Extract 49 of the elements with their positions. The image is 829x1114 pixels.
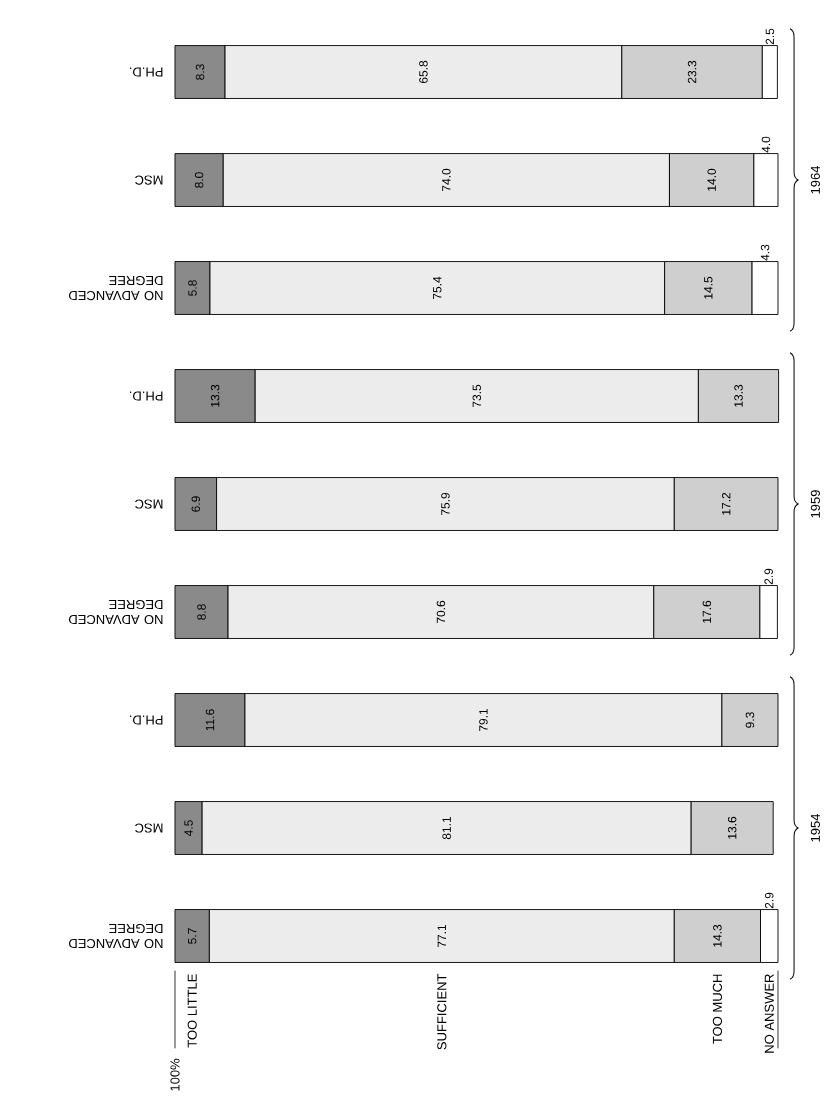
y-tick-label: PH.D. — [129, 715, 163, 725]
data-label: 8.8 — [197, 604, 206, 620]
data-label: 13.3 — [210, 384, 220, 407]
data-label: 17.6 — [702, 600, 712, 623]
data-label: 13.6 — [727, 816, 737, 839]
y-tick-label: MSC — [135, 499, 163, 509]
text: 1959 — [810, 490, 820, 518]
text: TOO LITTLE — [187, 974, 197, 1048]
data-label: 14.5 — [704, 276, 713, 299]
y-tick-label: NO ADVANCED DEGREE — [68, 923, 163, 949]
text: SUFFICIENT — [437, 973, 447, 1050]
data-label: 70.6 — [436, 600, 446, 624]
y-tick-label: NO ADVANCED DEGREE — [68, 599, 163, 625]
data-label: 77.1 — [437, 924, 446, 948]
text: NO ANSWER — [764, 974, 774, 1053]
data-label: 79.1 — [479, 708, 488, 732]
data-label: 74.0 — [442, 168, 451, 192]
y-tick-label: PH.D. — [129, 391, 163, 401]
y-tick-label: NO ADVANCED DEGREE — [68, 275, 163, 301]
data-label: 81.1 — [442, 816, 451, 840]
data-label: 5.8 — [188, 280, 197, 296]
text: 100% — [170, 1058, 180, 1091]
data-label: 6.9 — [191, 496, 201, 512]
data-label: 2.9 — [764, 568, 773, 585]
data-label: 14.3 — [713, 924, 722, 947]
data-label: 2.5 — [765, 28, 775, 45]
y-tick-label: PH.D. — [129, 67, 163, 77]
data-label: 13.3 — [734, 384, 743, 407]
data-label: 75.9 — [441, 492, 450, 516]
data-label: 4.3 — [760, 244, 770, 261]
data-label: 4.5 — [184, 820, 193, 837]
data-label: 65.8 — [419, 60, 428, 84]
text: 1964 — [810, 165, 820, 194]
data-label: 14.0 — [707, 168, 716, 191]
y-tick-label: MSC — [135, 175, 163, 185]
data-label: 2.9 — [765, 892, 774, 909]
data-label: 11.6 — [205, 709, 215, 731]
data-label: 5.7 — [188, 928, 197, 944]
data-label: 75.4 — [433, 276, 442, 300]
text: TOO MUCH — [712, 974, 722, 1044]
data-label: 8.0 — [194, 172, 204, 188]
data-label: 4.0 — [761, 136, 771, 153]
data-label: 23.3 — [687, 60, 697, 84]
data-label: 17.2 — [721, 492, 731, 515]
text: 1954 — [810, 813, 820, 842]
y-tick-label: MSC — [135, 823, 163, 833]
data-label: 9.3 — [745, 712, 755, 728]
data-label: 8.3 — [195, 64, 205, 80]
data-label: 73.5 — [472, 384, 482, 408]
